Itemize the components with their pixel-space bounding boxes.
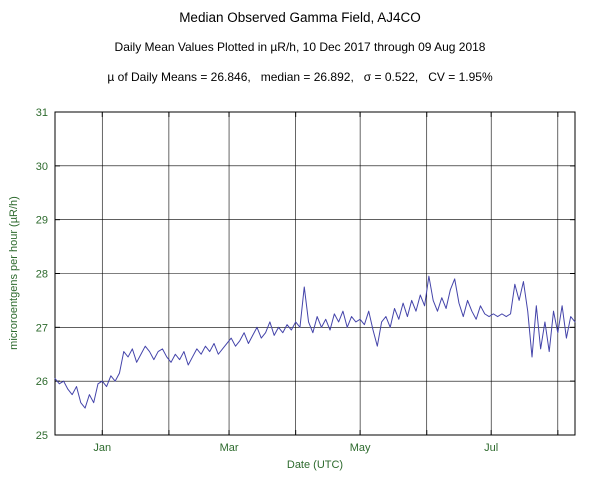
y-tick-label: 26 (36, 376, 48, 388)
x-axis-title: Date (UTC) (287, 459, 343, 471)
y-tick-label: 31 (36, 107, 48, 119)
x-tick-label: Jul (484, 442, 498, 454)
gridlines-layer (55, 111, 575, 436)
y-tick-label: 27 (36, 322, 48, 334)
plot-border (54, 111, 576, 436)
y-tick-label: 29 (36, 215, 48, 227)
x-tick-label: May (350, 442, 371, 454)
chart-stats-line: µ of Daily Means = 26.846, median = 26.8… (107, 70, 493, 84)
x-tick-label: Mar (220, 442, 239, 454)
y-tick-label: 25 (36, 430, 48, 442)
y-tick-label: 30 (36, 161, 48, 173)
y-axis-title: microroentgens per hour (µR/h) (8, 196, 20, 350)
y-tick-label: 28 (36, 269, 48, 281)
chart-title: Median Observed Gamma Field, AJ4CO (179, 10, 421, 25)
tick-labels-layer: 25 26 27 28 29 30 31 Jan Mar May Jul (36, 107, 498, 454)
series-line (54, 275, 576, 409)
chart-subtitle: Daily Mean Values Plotted in µR/h, 10 De… (115, 40, 486, 54)
x-tick-label: Jan (93, 442, 111, 454)
